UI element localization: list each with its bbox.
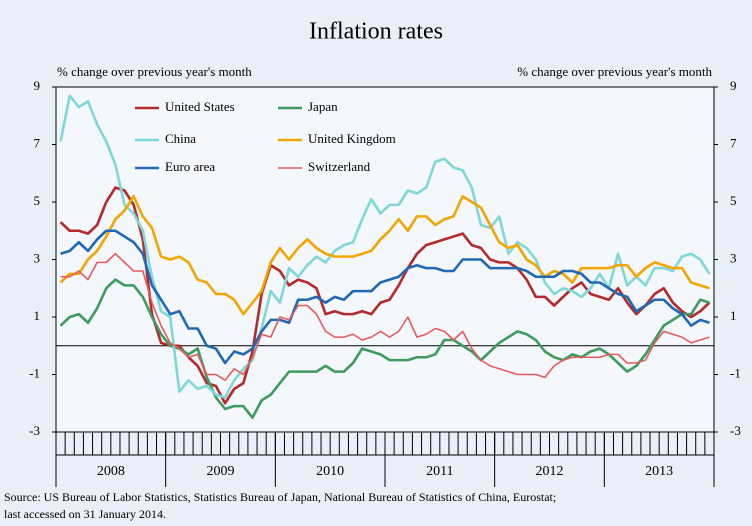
legend-label: United Kingdom [308,131,396,146]
series-line [59,278,710,419]
y2-tick-label: -3 [730,423,741,438]
legend-label: Switzerland [308,159,371,174]
x-tick-label: 2008 [97,464,125,479]
x-tick-label: 2011 [426,464,453,479]
legend-label: Japan [308,99,338,114]
y2-axis-label: % change over previous year's month [517,64,712,79]
series-line [60,252,710,382]
y2-tick-label: 1 [730,308,737,323]
y-axis-label: % change over previous year's month [57,64,252,79]
y-tick-label: 9 [34,78,41,93]
legend-label: Euro area [165,159,215,174]
x-tick-label: 2009 [207,464,235,479]
plot-area [56,87,714,432]
y2-tick-label: 5 [730,193,737,208]
y-tick-label: 3 [34,250,41,265]
source: Source: US Bureau of Labor Statistics, S… [4,490,556,504]
series-line [59,94,711,399]
y2-tick-label: 7 [730,135,737,150]
y-tick-label: 5 [34,193,41,208]
series-line [59,194,710,316]
y2-tick-label: -1 [730,365,741,380]
y2-tick-label: 9 [730,78,737,93]
legend-label: China [165,131,196,146]
y-tick-label: -1 [29,365,40,380]
y2-tick-label: 3 [730,250,737,265]
y-tick-label: 1 [34,308,41,323]
chart-title: Inflation rates [309,19,443,45]
source: last accessed on 31 January 2014. [4,507,166,521]
series-line [60,229,710,365]
legend-label: United States [165,99,235,114]
y-tick-label: -3 [29,423,40,438]
y-tick-label: 7 [34,135,41,150]
x-tick-label: 2012 [536,464,564,479]
x-tick-label: 2013 [645,464,673,479]
x-tick-label: 2010 [316,464,344,479]
